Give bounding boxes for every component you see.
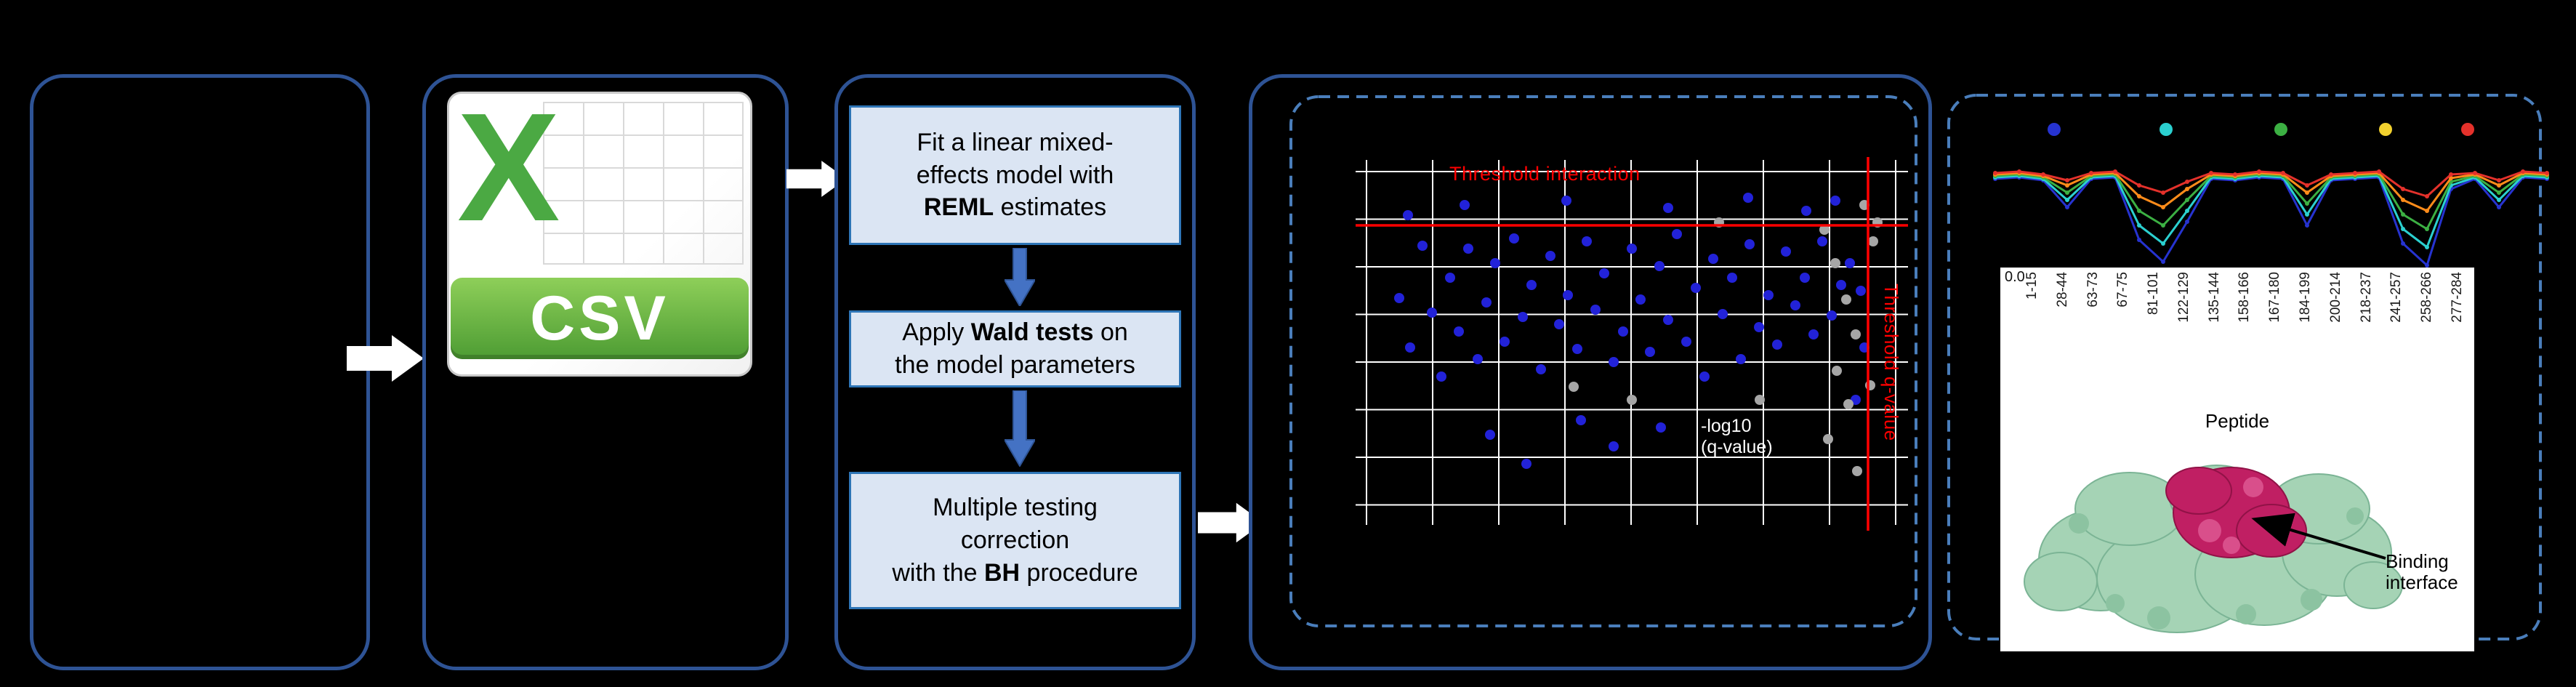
threshold-qvalue-label: Threshold q-value [1880,284,1902,441]
flow-arrow-right-icon [786,161,847,197]
peptide-axis-label: 258-266 [2419,272,2435,323]
step-text: Multiple testing correction with the BH … [892,494,1138,587]
protein-surface-bumps [2069,507,2364,630]
csv-file-icon: X CSV [447,81,752,377]
binding-interface-arrow [2251,513,2386,560]
input-panel [30,74,370,670]
protein-structure-image [2024,465,2403,633]
peptide-axis-label: 184-199 [2298,272,2314,323]
y-axis-tick: 0.0 [2005,269,2025,285]
peptide-axis-label: 241-257 [2388,272,2404,323]
peptide-axis-label: 158-166 [2237,272,2253,323]
step-box-wald: Apply Wald tests on the model parameters [849,310,1181,387]
step-text: Apply Wald tests on the model parameters [895,318,1135,379]
peptide-axis-label: 218-237 [2358,272,2374,323]
volcano-panel [1249,74,1932,670]
peptide-axis-label: 1-15 [2024,272,2040,300]
peptide-axis-labels: 1-15 28-44 63-73 67-75 81-101 122-129 135-144 1… [2024,272,2465,414]
peptide-axis-label: 28-44 [2054,272,2070,308]
peptide-axis-label: 167-180 [2267,272,2283,323]
volcano-axis-label: -log10 (q-value) [1701,416,1773,457]
binding-interface-label: Binding interface [2386,550,2458,594]
peptide-axis-label: 122-129 [2175,272,2191,323]
peptide-axis-label: 67-75 [2115,272,2131,308]
results-panel: 0.0 1-15 28-44 63-73 67-75 81-101 122-129 135-… [2000,268,2474,651]
step-text: Fit a linear mixed- effects model with R… [916,128,1114,222]
down-arrow-icon [1005,248,1035,306]
volcano-plot-svg [1356,157,1908,531]
excel-x-letter: X [457,81,560,253]
threshold-interaction-label: Threshold interaction [1449,163,1641,185]
uptake-chart-svg [1993,123,2549,268]
flow-arrow-right-icon [347,335,424,382]
peptide-axis-title: Peptide [2205,410,2270,432]
peptide-axis-label: 200-214 [2327,272,2343,323]
flow-arrow-right-icon [1198,502,1264,543]
spreadsheet-grid-icon [543,102,744,265]
peptide-axis-label: 63-73 [2085,272,2101,308]
peptide-axis-label: 81-101 [2146,272,2162,316]
binding-interface-highlights [2198,477,2263,554]
volcano-dashed-frame [1289,95,1917,627]
down-arrow-icon [1005,390,1035,467]
csv-banner-label: CSV [530,283,669,353]
peptide-axis-label: 277-284 [2449,272,2465,323]
csv-banner: CSV [451,278,749,359]
peptide-axis-label: 135-144 [2206,272,2222,323]
step-box-bh: Multiple testing correction with the BH … [849,472,1181,609]
step-box-reml: Fit a linear mixed- effects model with R… [849,105,1181,245]
